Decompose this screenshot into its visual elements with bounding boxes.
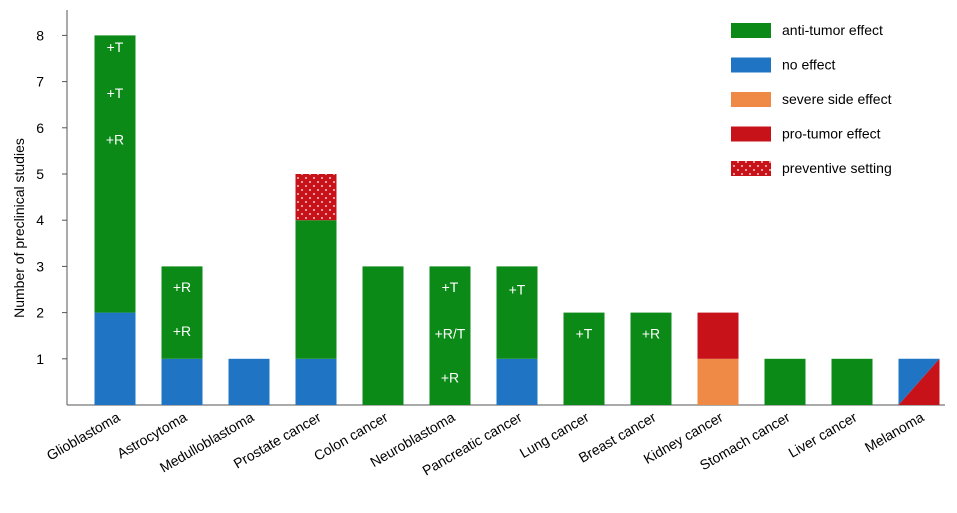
bar-segment-no-effect xyxy=(94,312,136,405)
legend-swatch xyxy=(731,57,771,73)
y-tick-label: 5 xyxy=(36,166,44,182)
x-category-label: Glioblastoma xyxy=(44,409,123,464)
y-tick-label: 2 xyxy=(36,305,44,321)
bar-segment-anti-tumor-effect xyxy=(496,266,538,359)
y-tick-label: 1 xyxy=(36,351,44,367)
bar-segment-no-effect xyxy=(496,358,538,405)
bar-segment-anti-tumor-effect xyxy=(630,312,672,405)
legend: anti-tumor effect no effect severe side ef… xyxy=(731,22,892,176)
y-tick-label: 3 xyxy=(36,258,44,274)
legend-swatch xyxy=(731,126,771,142)
bars xyxy=(94,35,940,405)
bar-segment-pro-tumor-effect xyxy=(898,358,940,405)
bar-segment-anti-tumor-effect xyxy=(429,266,471,405)
x-axis-labels: GlioblastomaAstrocytomaMedulloblastomaPr… xyxy=(44,409,927,479)
bar-annotation: +R xyxy=(173,323,191,339)
x-category-label: Melanoma xyxy=(862,409,927,456)
bar-segment-pro-tumor-effect xyxy=(697,312,739,359)
bar-segment-anti-tumor-effect xyxy=(563,312,605,405)
bar-annotation: +T xyxy=(509,282,526,298)
bar-segment-anti-tumor-effect xyxy=(362,266,404,405)
bar-segment-anti-tumor-effect xyxy=(295,220,337,359)
bar-annotation: +R xyxy=(642,325,660,341)
bar-annotation: +R xyxy=(106,131,124,147)
y-tick-label: 7 xyxy=(36,74,44,90)
bar-segment-preventive-setting xyxy=(295,174,337,221)
legend-label: anti-tumor effect xyxy=(782,22,883,38)
legend-label: severe side effect xyxy=(782,91,892,107)
bar-annotation: +R xyxy=(441,369,459,385)
y-tick-label: 4 xyxy=(36,212,44,228)
bar-annotations: +T +T +R +R +R +T +R/T +R +T +T +R xyxy=(106,39,660,385)
bar-segment-no-effect xyxy=(295,358,337,405)
y-axis-title: Number of preclinical studies xyxy=(11,138,27,318)
legend-label: preventive setting xyxy=(782,160,892,176)
legend-swatch xyxy=(731,23,771,38)
bar-annotation: +R/T xyxy=(435,325,466,341)
bar-segment-anti-tumor-effect xyxy=(764,358,806,405)
legend-label: pro-tumor effect xyxy=(782,126,881,142)
legend-swatch xyxy=(731,92,771,107)
y-tick-label: 8 xyxy=(36,27,44,43)
bar-annotation: +T xyxy=(576,325,593,341)
bar-segment-anti-tumor-effect xyxy=(94,35,136,313)
y-axis-labels: 1 2 3 4 5 6 7 8 xyxy=(36,27,44,366)
legend-swatch xyxy=(731,161,771,176)
bar-segment-anti-tumor-effect xyxy=(161,266,203,359)
legend-label: no effect xyxy=(782,57,836,73)
bar-segment-no-effect xyxy=(228,358,270,405)
bar-annotation: +T xyxy=(442,279,459,295)
x-category-label: Liver cancer xyxy=(785,409,859,461)
bar-annotation: +T xyxy=(107,85,124,101)
y-tick-label: 6 xyxy=(36,120,44,136)
bar-segment-anti-tumor-effect xyxy=(831,358,873,405)
bar-annotation: +R xyxy=(173,279,191,295)
bar-annotation: +T xyxy=(107,39,124,55)
bar-segment-severe-side-effect xyxy=(697,358,739,405)
bar-segment-no-effect xyxy=(161,358,203,405)
